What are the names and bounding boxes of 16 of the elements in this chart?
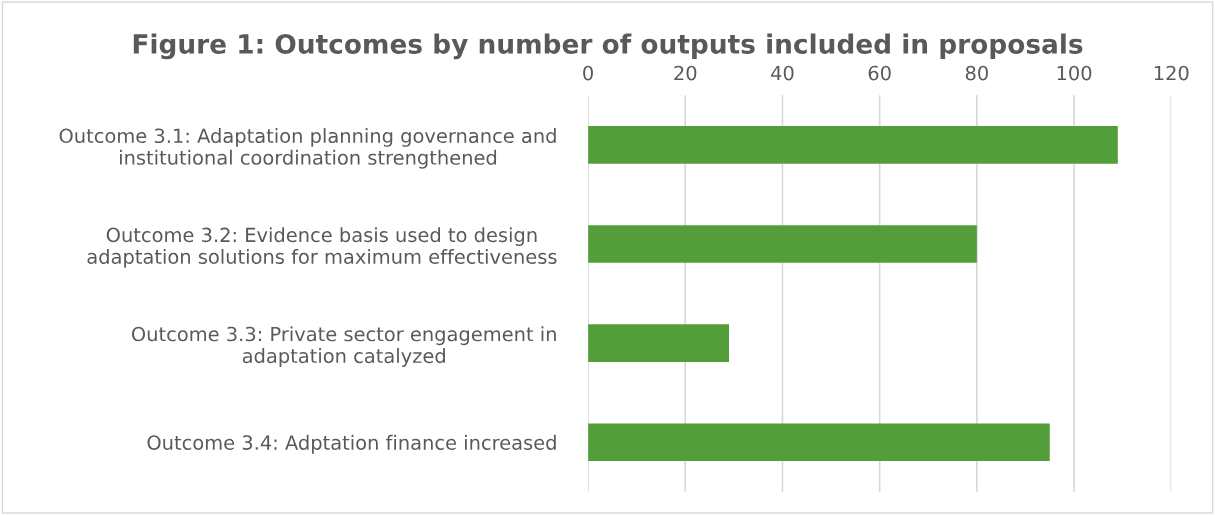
y-tick-label: Outcome 3.2: Evidence basis used to design adaptation solutions for maximum effectiveness xyxy=(87,227,557,268)
chart-title: Figure 1: Outcomes by number of outputs included in proposals xyxy=(133,33,1083,60)
bar xyxy=(588,126,1118,164)
y-tick-label: Outcome 3.3: Private sector engagement in adaptation catalyzed xyxy=(131,326,556,367)
x-tick-label: 40 xyxy=(771,65,794,81)
y-tick-label: Outcome 3.1: Adaptation planning governance and institutional coordination strengthened xyxy=(59,128,556,169)
x-tick-label: 20 xyxy=(674,65,697,81)
x-tick-label: 100 xyxy=(1057,65,1092,81)
bar xyxy=(588,225,977,263)
y-tick-label: Outcome 3.4: Adptation finance increased xyxy=(147,434,556,454)
bar xyxy=(588,423,1050,462)
bar xyxy=(588,324,729,362)
x-tick-label: 60 xyxy=(868,65,891,81)
x-tick-label: 80 xyxy=(965,65,988,81)
x-tick-label: 120 xyxy=(1154,65,1189,81)
x-tick-label: 0 xyxy=(583,65,593,81)
